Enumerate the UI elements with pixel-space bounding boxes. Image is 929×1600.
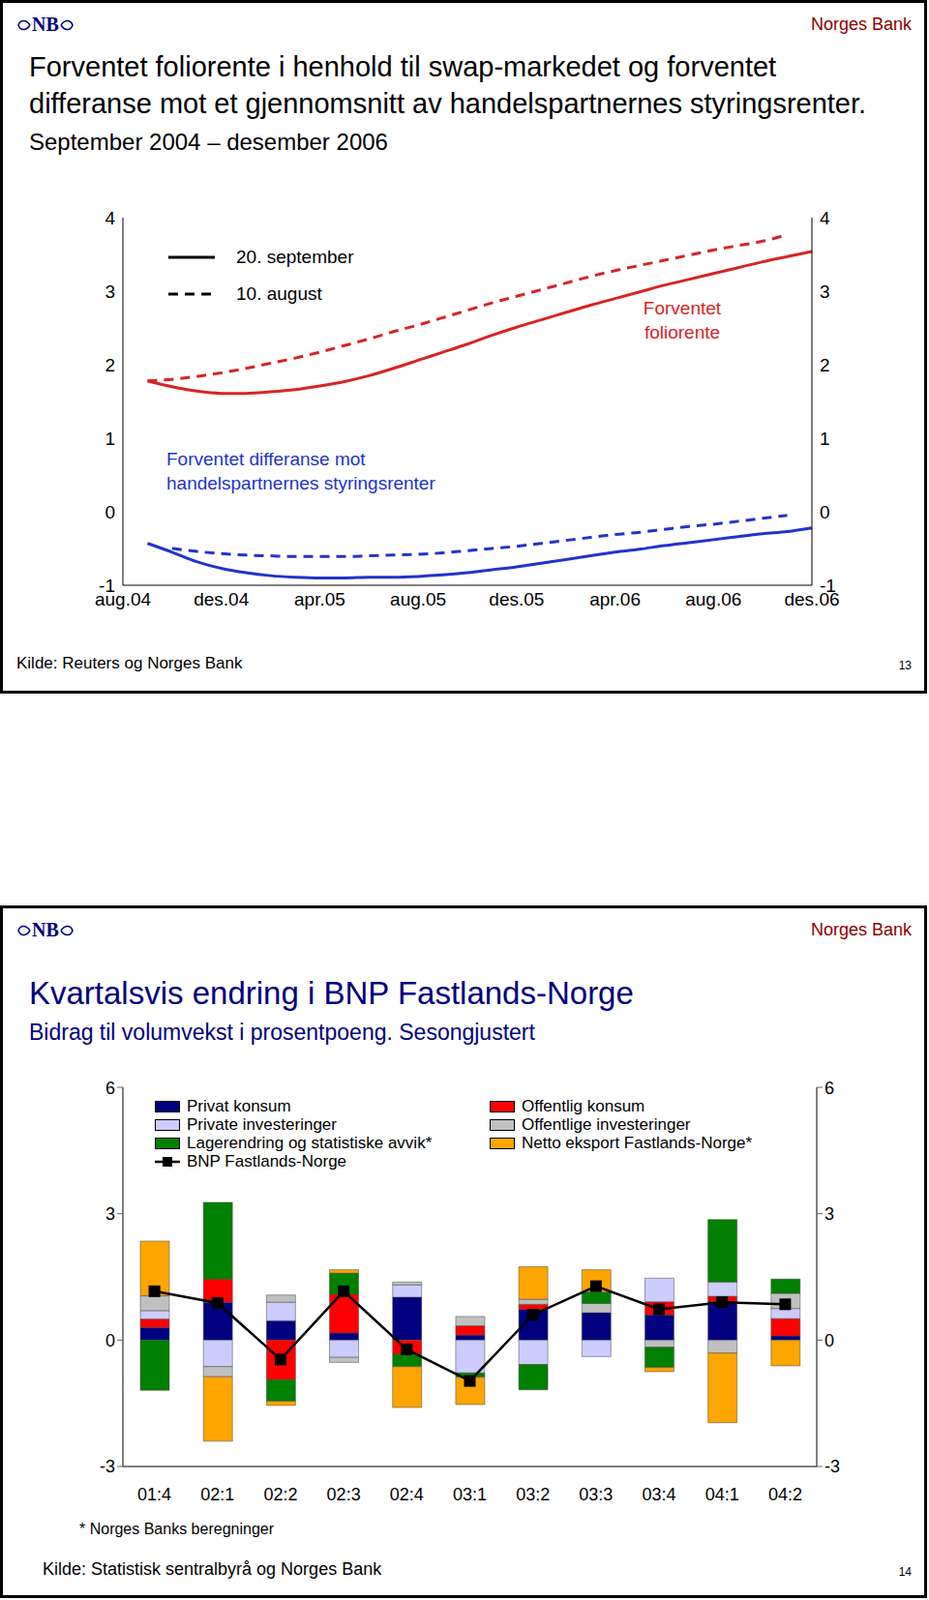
svg-text:03:2: 03:2 [515,1485,550,1505]
svg-text:2: 2 [104,355,116,376]
svg-text:6: 6 [824,1078,835,1099]
svg-text:aug.06: aug.06 [685,589,742,610]
svg-text:0: 0 [819,502,831,523]
html-text:Forventet foliorente: Forventet foliorente [643,298,722,343]
svg-text:-3: -3 [824,1457,840,1477]
svg-text:1: 1 [819,428,831,450]
html-text:Private investeringer: Private investeringer [186,1115,337,1135]
html-text:Lagerendring og statistiske av: Lagerendring og statistiske avvik* [186,1134,432,1153]
svg-text:4: 4 [104,208,116,229]
svg-text:2: 2 [819,355,831,376]
html-text:NB: NB [31,13,59,35]
svg-text:-1: -1 [819,575,837,597]
html-text:Kilde: Statistisk sentralbyrå: Kilde: Statistisk sentralbyrå og Norges … [42,1559,382,1580]
svg-text:des.06: des.06 [784,589,840,611]
svg-text:apr.06: apr.06 [589,589,641,610]
svg-text:des.04: des.04 [193,589,249,610]
svg-text:apr.05: apr.05 [294,589,346,610]
svg-text:aug.04: aug.04 [94,589,152,611]
html-text:Kvartalsvis endring i BNP Fast: Kvartalsvis endring i BNP Fastlands-Norg… [29,975,634,1012]
html-text:10. august: 10. august [236,283,323,304]
html-text:Kilde: Reuters og Norges Bank: Kilde: Reuters og Norges Bank [16,654,243,673]
svg-text:0: 0 [105,1331,116,1351]
svg-text:04:2: 04:2 [768,1485,803,1505]
svg-text:03:3: 03:3 [578,1485,613,1505]
html-text:Bidrag til volumvekst i prosen: Bidrag til volumvekst i prosentpoeng. Se… [29,1019,536,1046]
html-text:Forventet foliorente i henhold: Forventet foliorente i henhold til swap-… [29,51,867,120]
svg-text:3: 3 [104,281,116,302]
html-text:BNP Fastlands-Norge: BNP Fastlands-Norge [186,1152,347,1171]
svg-text:02:1: 02:1 [200,1485,235,1505]
html-text:Netto eksport Fastlands-Norge*: Netto eksport Fastlands-Norge* [521,1134,753,1153]
svg-text:1: 1 [104,428,116,450]
html-text:14: 14 [898,1565,912,1580]
html-text:13: 13 [898,659,912,673]
svg-text:0: 0 [824,1331,835,1351]
svg-text:03:4: 03:4 [642,1485,677,1505]
html-text:* Norges Banks beregninger: * Norges Banks beregninger [79,1521,274,1538]
html-text:September 2004 – desember 2006: September 2004 – desember 2006 [29,128,388,155]
svg-text:6: 6 [105,1078,116,1099]
svg-text:01:4: 01:4 [137,1485,172,1505]
svg-text:02:3: 02:3 [327,1485,361,1505]
html-text:Norges Bank: Norges Bank [810,920,912,940]
html-text:Forventet differanse mot hande: Forventet differanse mot handelspartnern… [166,449,436,494]
svg-text:03:1: 03:1 [452,1485,487,1505]
svg-text:-1: -1 [98,575,116,597]
svg-text:0: 0 [104,502,116,523]
html-text:NB: NB [31,919,59,941]
svg-text:3: 3 [819,281,831,302]
svg-text:3: 3 [824,1204,835,1225]
svg-text:des.05: des.05 [488,589,544,610]
html-text:Norges Bank: Norges Bank [810,14,912,34]
svg-text:04:1: 04:1 [705,1485,740,1505]
html-text:20. september: 20. september [236,246,354,268]
html-text:Offentlig konsum: Offentlig konsum [521,1097,645,1116]
svg-text:aug.05: aug.05 [389,589,447,610]
html-text:Offentlige investeringer: Offentlige investeringer [521,1115,691,1135]
svg-text:02:2: 02:2 [263,1485,298,1505]
html-text:Privat konsum: Privat konsum [186,1097,291,1116]
svg-text:02:4: 02:4 [389,1485,424,1505]
svg-text:3: 3 [105,1204,116,1225]
svg-text:4: 4 [819,208,831,229]
svg-text:-3: -3 [99,1457,116,1477]
